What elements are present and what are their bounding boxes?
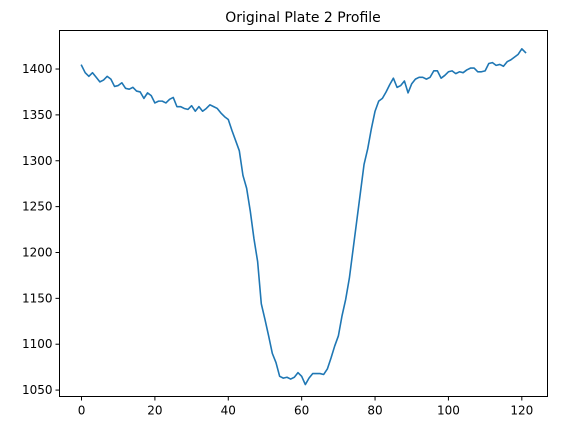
y-tick-label: 1350	[22, 108, 53, 122]
x-tick-label: 120	[510, 404, 533, 418]
y-tick-label: 1100	[22, 337, 53, 351]
axes-frame	[59, 30, 548, 397]
y-tick-label: 1300	[22, 154, 53, 168]
y-axis: 1050 1100 1150 1200 1250 1300 1350 1400	[22, 62, 60, 397]
x-tick-label: 100	[437, 404, 460, 418]
x-tick-label: 40	[221, 404, 236, 418]
x-tick-label: 60	[294, 404, 309, 418]
x-axis: 0 20 40 60 80 100 120	[78, 396, 533, 418]
y-tick-label: 1250	[22, 200, 53, 214]
chart-title: Original Plate 2 Profile	[225, 10, 381, 26]
x-tick-label: 0	[78, 404, 86, 418]
plot-area	[80, 48, 527, 386]
y-tick-label: 1150	[22, 291, 53, 305]
x-tick-label: 20	[147, 404, 162, 418]
x-tick-label: 80	[367, 404, 382, 418]
y-tick-label: 1200	[22, 245, 53, 259]
y-tick-label: 1050	[22, 383, 53, 397]
y-tick-label: 1400	[22, 62, 53, 76]
series-line-0	[80, 48, 527, 386]
